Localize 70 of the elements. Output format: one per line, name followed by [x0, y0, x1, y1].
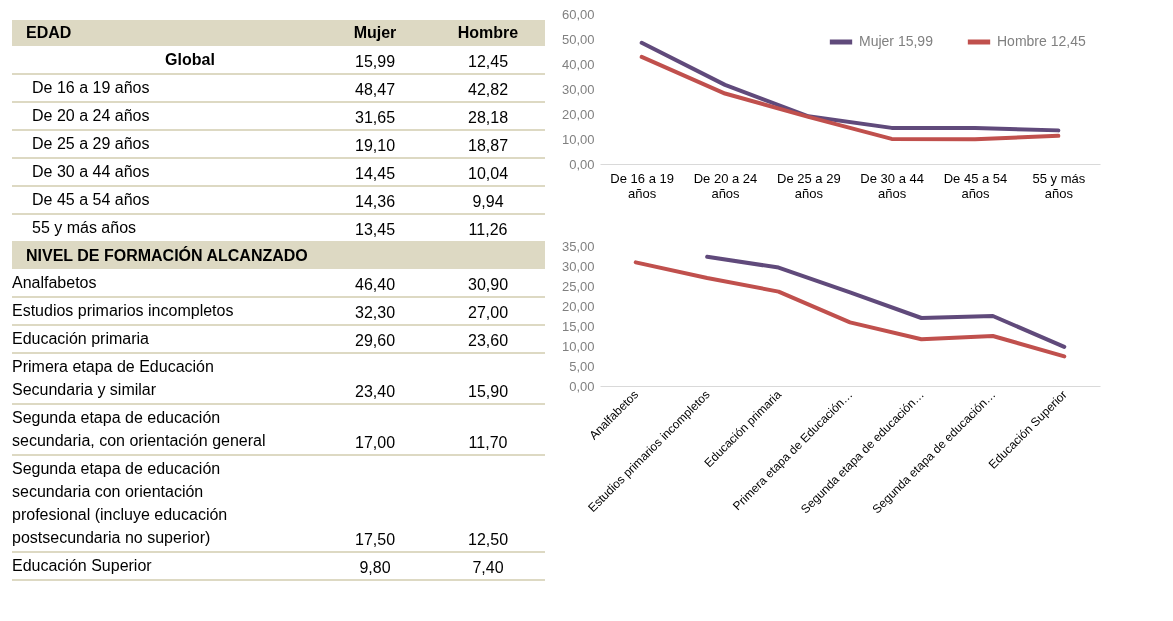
text: 23,40	[354, 383, 396, 400]
x-tick-label: De 20 a 24 años	[693, 170, 758, 201]
text: Hombre	[457, 24, 519, 41]
text: 27,00	[467, 304, 509, 321]
line-series	[705, 254, 1067, 349]
x-tick-label: De 30 a 44 años	[860, 170, 924, 201]
text: De 16 a 19 años	[32, 79, 150, 96]
x-tick-label: De 25 a 29 años	[777, 170, 841, 201]
y-tick-label: 20,00	[561, 106, 595, 122]
text: 18,87	[467, 137, 509, 154]
y-tick-label: 40,00	[561, 56, 595, 72]
text: Primera etapa de Educación Secundaria y similar	[12, 358, 214, 398]
text: 9,80	[359, 559, 391, 576]
text: 9,94	[472, 193, 504, 210]
y-tick-label: 0,00	[569, 378, 595, 394]
y-tick-label: 10,00	[561, 131, 595, 147]
y-tick-label: 30,00	[561, 258, 595, 274]
line-series	[639, 54, 1061, 142]
text: 31,65	[354, 109, 396, 126]
text: 17,50	[354, 531, 396, 548]
text: 10,04	[467, 165, 509, 182]
text: 55 y más años	[32, 219, 137, 236]
text: 12,50	[467, 531, 509, 548]
line-series	[633, 260, 1067, 359]
legend-label: Mujer 15,99	[859, 33, 934, 49]
y-tick-label: 35,00	[561, 238, 595, 254]
text: 7,40	[472, 559, 504, 576]
x-tick-label: De 16 a 19 años	[610, 170, 674, 201]
text: 19,10	[354, 137, 396, 154]
text: 11,26	[468, 221, 508, 238]
text: EDAD	[26, 24, 72, 41]
y-tick-label: 10,00	[561, 338, 595, 354]
text: 11,70	[468, 434, 508, 451]
y-tick-label: 0,00	[569, 156, 595, 172]
text: 46,40	[354, 276, 396, 293]
text: 13,45	[354, 221, 396, 238]
text: 32,30	[354, 304, 396, 321]
text: De 25 a 29 años	[32, 135, 150, 152]
text: Analfabetos	[12, 274, 97, 291]
x-tick-label: 55 y más años	[1032, 170, 1086, 201]
y-tick-label: 5,00	[569, 358, 595, 374]
text: De 20 a 24 años	[32, 107, 150, 124]
text: 48,47	[354, 81, 396, 98]
text: 15,99	[354, 53, 396, 70]
text: 30,90	[467, 276, 509, 293]
text: 23,60	[467, 332, 509, 349]
text: Mujer	[353, 24, 397, 41]
text: 15,90	[467, 383, 509, 400]
y-tick-label: 20,00	[561, 298, 595, 314]
text: 14,36	[354, 193, 396, 210]
x-tick-label: De 45 a 54 años	[943, 170, 1008, 201]
text: Educación Superior	[12, 557, 153, 574]
text: Global	[165, 51, 215, 68]
text: 42,82	[467, 81, 509, 98]
legend-label: Hombre 12,45	[997, 33, 1086, 49]
y-tick-label: 30,00	[561, 81, 595, 97]
text: 17,00	[354, 434, 396, 451]
y-tick-label: 60,00	[561, 6, 595, 22]
text: Segunda etapa de educación secundaria, con orientación general	[12, 409, 266, 449]
text: 12,45	[467, 53, 509, 70]
y-tick-label: 25,00	[561, 278, 595, 294]
text: Estudios primarios incompletos	[12, 302, 234, 319]
y-tick-label: 15,00	[561, 318, 595, 334]
text: 28,18	[467, 109, 509, 126]
text: Segunda etapa de educación secundaria con orientación profesional (incluye educación postsecundaria no superior)	[12, 460, 228, 546]
text: NIVEL DE FORMACIÓN ALCANZADO	[26, 246, 308, 264]
y-tick-label: 50,00	[561, 31, 595, 47]
text: 14,45	[354, 165, 396, 182]
text: Educación primaria	[12, 330, 150, 347]
text: 29,60	[354, 332, 396, 349]
